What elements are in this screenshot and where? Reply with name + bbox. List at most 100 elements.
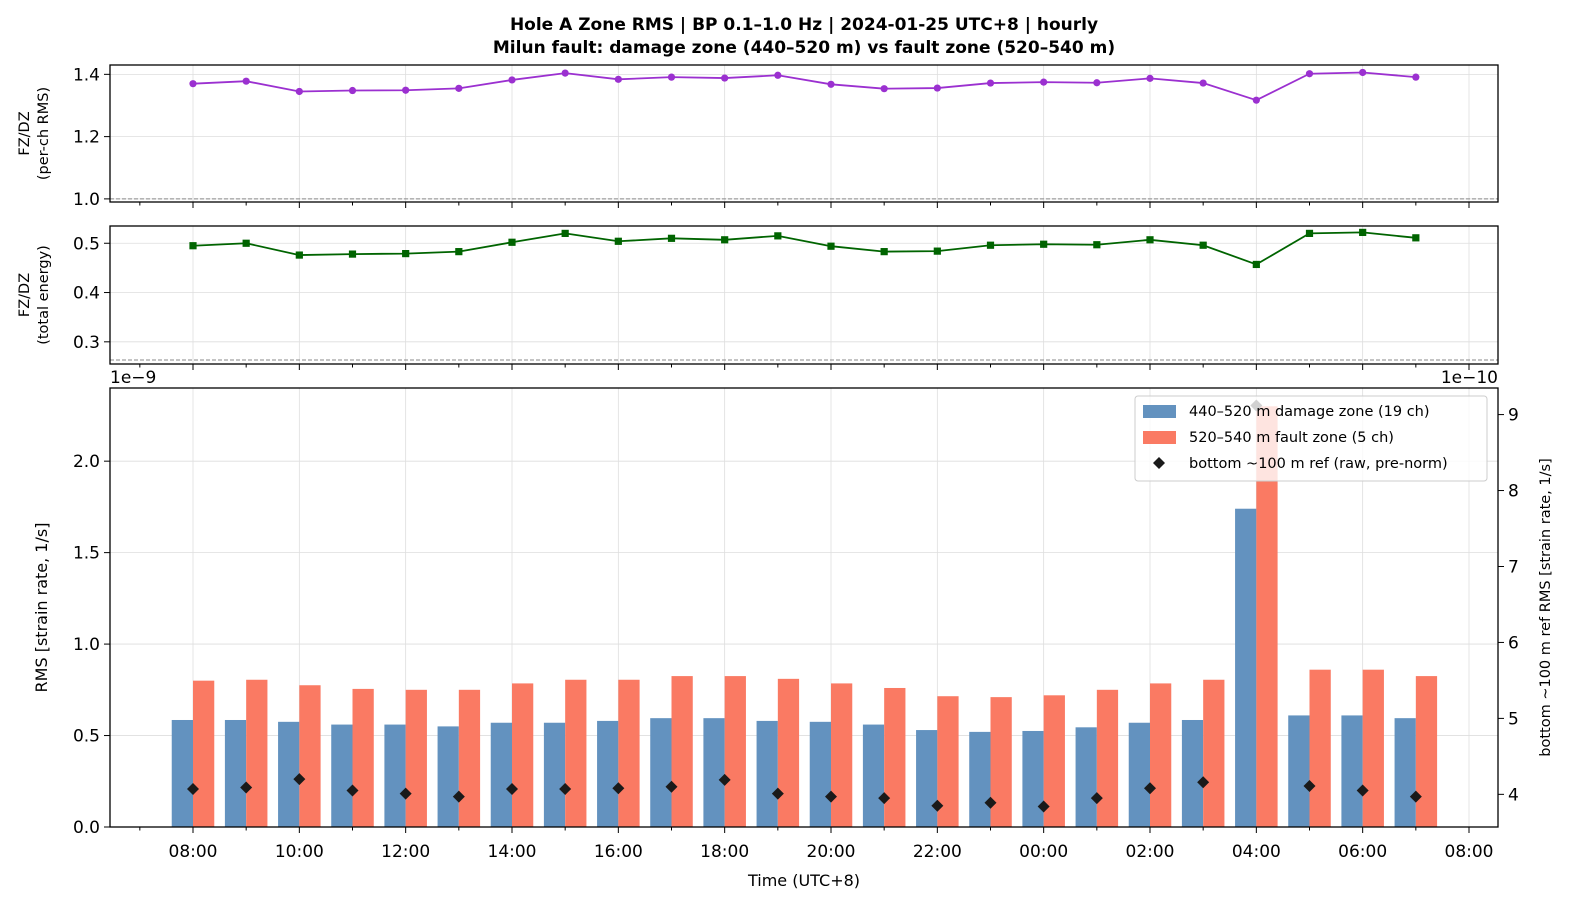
chart-title-line-1: Hole A Zone RMS | BP 0.1–1.0 Hz | 2024-0… bbox=[510, 15, 1098, 35]
fz-dz-energy-point bbox=[1412, 234, 1420, 242]
bottom-ref-point bbox=[1303, 779, 1316, 792]
fz-dz-rms-point bbox=[348, 86, 357, 95]
bottom-ref-point bbox=[399, 787, 412, 800]
fault-zone-bar bbox=[1203, 679, 1225, 827]
bottom-ref-point bbox=[187, 783, 199, 796]
fz-dz-energy-point bbox=[295, 251, 303, 259]
fz-dz-rms-point bbox=[402, 86, 410, 94]
y2-tick-label: 8 bbox=[1508, 482, 1519, 502]
x-tick-label: 12:00 bbox=[381, 842, 430, 862]
fz-dz-energy-point bbox=[667, 234, 676, 242]
x-tick-label: 04:00 bbox=[1232, 842, 1281, 862]
fz-dz-rms-point bbox=[561, 69, 569, 77]
fz-dz-rms-point bbox=[1199, 79, 1207, 87]
fault-zone-bar bbox=[884, 687, 906, 827]
legend-label-damage: 440–520 m damage zone (19 ch) bbox=[1189, 404, 1430, 420]
fz-dz-energy-point bbox=[1040, 240, 1048, 248]
damage-zone-bar bbox=[1022, 730, 1044, 827]
fz-dz-rms-point bbox=[1146, 74, 1154, 82]
bottom-ref-point bbox=[1090, 792, 1103, 805]
fz-dz-energy-point bbox=[774, 232, 782, 240]
fz-dz-rms-point bbox=[721, 74, 729, 82]
damage-zone-bar bbox=[809, 721, 831, 827]
fz-dz-energy-point bbox=[508, 238, 516, 246]
legend-label-fault: 520–540 m fault zone (5 ch) bbox=[1189, 430, 1394, 446]
damage-zone-bar bbox=[1288, 715, 1310, 827]
fz-dz-energy-point bbox=[1359, 228, 1367, 237]
fz-dz-rms-point bbox=[667, 73, 676, 81]
legend-label-ref: bottom ~100 m ref (raw, pre-norm) bbox=[1189, 456, 1448, 472]
fz-dz-energy-point bbox=[1199, 241, 1207, 249]
x-tick-label: 16:00 bbox=[594, 842, 643, 862]
fz-dz-energy-point bbox=[614, 237, 622, 245]
bottom-ref-point bbox=[825, 790, 837, 803]
damage-zone-bar bbox=[1394, 718, 1416, 827]
bottom-ref-point bbox=[506, 783, 518, 796]
y-tick-label: 0.0 bbox=[73, 818, 100, 838]
fz-dz-energy-point bbox=[402, 250, 410, 258]
fz-dz-energy-frame bbox=[109, 225, 1499, 365]
y2-scale-label: 1e−10 bbox=[1441, 368, 1498, 388]
damage-zone-bar bbox=[1341, 715, 1363, 827]
damage-zone-bar bbox=[916, 730, 938, 827]
damage-zone-bar bbox=[1128, 722, 1150, 827]
bottom-ref-point bbox=[984, 796, 997, 809]
x-tick-label: 22:00 bbox=[913, 842, 962, 862]
damage-zone-bar bbox=[490, 722, 512, 827]
fault-zone-bar bbox=[405, 689, 427, 827]
fz-dz-rms-point bbox=[774, 71, 782, 79]
fault-zone-bar bbox=[512, 683, 534, 827]
fz-dz-energy-point bbox=[1252, 260, 1260, 269]
fz-dz-rms-point bbox=[1093, 79, 1101, 87]
fz-dz-energy-point bbox=[1146, 236, 1154, 244]
y2-tick-label: 5 bbox=[1508, 709, 1519, 729]
bottom-ref-point bbox=[665, 780, 678, 793]
damage-zone-bar bbox=[543, 722, 566, 827]
fault-zone-bar bbox=[458, 689, 481, 827]
fz-dz-energy-point bbox=[561, 229, 569, 237]
fz-dz-energy-point bbox=[1093, 241, 1101, 249]
fz-dz-rms-point bbox=[295, 87, 303, 96]
y-tick-label: 0.5 bbox=[73, 727, 100, 747]
fz-dz-energy-line bbox=[192, 231, 1416, 266]
damage-zone-bar bbox=[437, 726, 459, 827]
fz-dz-rms-point bbox=[933, 84, 941, 92]
fault-zone-bar bbox=[1150, 683, 1172, 827]
fz-dz-rms-point bbox=[1252, 96, 1260, 104]
bottom-ref-point bbox=[559, 783, 572, 796]
legend-swatch-fault bbox=[1143, 431, 1176, 444]
fz-dz-rms-line bbox=[192, 71, 1416, 102]
fz-dz-rms-point bbox=[880, 85, 888, 93]
legend-box bbox=[1134, 395, 1488, 482]
damage-zone-bar bbox=[278, 721, 300, 827]
x-tick-label: 00:00 bbox=[1019, 842, 1068, 862]
bottom-ref-point bbox=[240, 781, 253, 794]
y2-axis-label: bottom ~100 m ref RMS [strain rate, 1/s] bbox=[1538, 458, 1554, 756]
y2-tick-label: 4 bbox=[1508, 785, 1519, 805]
y-axis-label-sub: (per-ch RMS) bbox=[36, 87, 52, 180]
y2-tick-label: 6 bbox=[1508, 633, 1519, 653]
bottom-ref-point bbox=[452, 790, 465, 803]
bottom-ref-point bbox=[878, 792, 891, 805]
x-tick-label: 06:00 bbox=[1338, 842, 1387, 862]
fz-dz-energy-point bbox=[1305, 229, 1314, 237]
damage-zone-bar bbox=[384, 724, 406, 827]
bottom-ref-point bbox=[612, 782, 625, 795]
fz-dz-rms-point bbox=[1412, 73, 1420, 81]
y-tick-label: 1.4 bbox=[73, 65, 100, 85]
fault-zone-bar bbox=[565, 679, 587, 827]
bottom-ref-point bbox=[931, 799, 944, 812]
fz-dz-rms-point bbox=[986, 79, 995, 87]
panel-ratio-energy: 0.3 0.4 0.5 FZ/DZ (total energy) bbox=[17, 225, 1499, 370]
fault-zone-bar bbox=[831, 683, 853, 827]
damage-zone-bar bbox=[224, 719, 247, 827]
fault-zone-bar bbox=[777, 678, 800, 827]
damage-zone-bar bbox=[1235, 508, 1257, 827]
bottom-ref-point bbox=[1144, 782, 1156, 795]
damage-zone-bar bbox=[597, 720, 619, 827]
fault-zone-bar bbox=[1362, 669, 1384, 827]
y-axis-label: FZ/DZ bbox=[17, 273, 33, 317]
fz-dz-rms-point bbox=[1040, 78, 1048, 86]
x-tick-label: 02:00 bbox=[1126, 842, 1175, 862]
y-scale-label: 1e−9 bbox=[110, 368, 156, 388]
